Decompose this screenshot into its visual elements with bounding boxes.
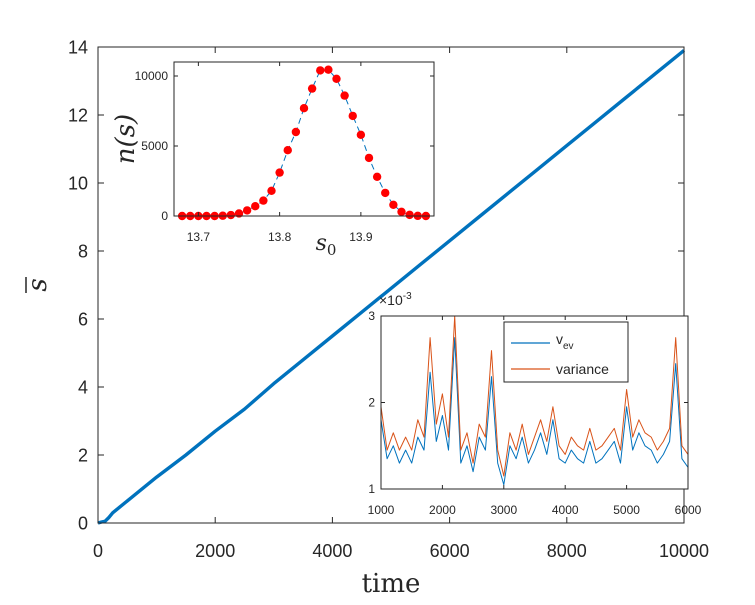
main-y-label: s <box>23 278 53 291</box>
inset-top-data-point <box>316 66 325 75</box>
main-series-line-0 <box>97 49 686 525</box>
inset-bottom-legend: vev variance <box>503 321 629 383</box>
inset-top-x-tick-label: 13.7 <box>187 230 211 244</box>
main-x-tick-label: 6000 <box>430 541 470 561</box>
inset-top-data-point <box>291 127 301 137</box>
main-x-tick-label: 2000 <box>195 541 235 561</box>
main-y-label-group: s <box>23 277 53 293</box>
inset-top-data-point <box>397 207 406 216</box>
inset-top-data-point <box>372 172 382 181</box>
inset-top-data-point <box>405 210 414 220</box>
main-y-tick-label: 0 <box>78 513 88 533</box>
main-x-tick-label: 8000 <box>547 541 587 561</box>
inset-top-axes-box <box>173 61 435 217</box>
inset-top-x-label-main: s <box>316 231 327 256</box>
inset-top-x-label: s0 <box>316 231 337 259</box>
inset-top-x-tick-label: 13.8 <box>268 230 292 244</box>
inset-top-data-point <box>381 188 390 198</box>
inset-top-data-point <box>267 186 276 195</box>
inset-top-data-point <box>389 200 398 209</box>
main-y-tick-label: 14 <box>68 37 88 57</box>
inset-top-x-tick-label: 13.9 <box>349 230 373 244</box>
main-y-tick-label: 10 <box>68 173 88 193</box>
svg-text:×10-3: ×10-3 <box>379 291 412 308</box>
inset-top-data-point <box>324 65 333 74</box>
inset-top-ticks: 13.7 13.8 13.9 0 5000 10000 <box>135 62 434 244</box>
legend-box <box>503 321 629 383</box>
inset-top-y-tick-label: 10000 <box>135 69 169 83</box>
inset-top-series <box>177 65 431 221</box>
main-x-label: time <box>362 569 421 599</box>
inset-top-data-point <box>348 111 357 121</box>
svg-text:s0: s0 <box>316 231 337 259</box>
inset-bottom-series-line-0 <box>380 337 689 486</box>
inset-top-y-tick-label: 5000 <box>141 139 168 153</box>
main-y-tick-label: 12 <box>68 105 88 125</box>
inset-bottom-y-tick-label: 1 <box>368 482 375 496</box>
inset-bottom-exponent-value: -3 <box>403 291 412 302</box>
inset-top-data-point <box>307 84 317 93</box>
main-series <box>97 49 686 525</box>
inset-top-data-point <box>299 104 309 113</box>
legend-label-v-ev: vev <box>556 331 574 352</box>
inset-bottom-x-tick-label: 3000 <box>490 503 517 517</box>
inset-bottom-y-tick-label: 3 <box>368 309 375 323</box>
inset-bottom-series <box>380 315 689 486</box>
inset-top-data-point <box>242 206 252 215</box>
inset-top-data-point <box>340 91 349 100</box>
main-y-tick-label: 2 <box>78 445 88 465</box>
inset-bottom-x-tick-label: 2000 <box>429 503 456 517</box>
inset-top-data-point <box>364 153 374 163</box>
inset-bottom-y-tick-label: 2 <box>368 396 375 410</box>
inset-bottom-x-tick-label: 1000 <box>368 503 395 517</box>
inset-top-data-point <box>226 210 236 220</box>
inset-bottom-exponent: ×10-3 <box>379 291 412 308</box>
inset-bottom-x-tick-label: 6000 <box>675 503 702 517</box>
inset-bottom-chart: 1000 2000 3000 4000 5000 6000 1 2 3 ×10-3 vev va… <box>368 291 702 517</box>
inset-top-data-point <box>283 146 292 155</box>
inset-bottom-x-tick-label: 4000 <box>552 503 579 517</box>
main-y-tick-label: 6 <box>78 309 88 329</box>
main-x-tick-label: 10000 <box>659 541 709 561</box>
inset-top-data-point <box>332 74 341 84</box>
main-y-tick-label: 4 <box>78 377 88 397</box>
legend-label-variance: variance <box>556 361 609 377</box>
main-x-tick-label: 0 <box>93 541 103 561</box>
inset-top-x-label-sub: 0 <box>327 241 337 259</box>
main-y-tick-label: 8 <box>78 241 88 261</box>
main-x-tick-label: 4000 <box>312 541 352 561</box>
inset-top-background <box>174 62 434 216</box>
inset-top-data-point <box>259 196 268 205</box>
inset-top-data-point <box>251 202 260 211</box>
inset-bottom-ticks: 1000 2000 3000 4000 5000 6000 1 2 3 <box>368 309 702 517</box>
inset-top-y-label: n(s) <box>111 114 141 164</box>
inset-top-y-tick-label: 0 <box>161 209 168 223</box>
inset-bottom-series-line-1 <box>380 315 689 477</box>
main-axes-box <box>97 46 685 524</box>
inset-top-data-point <box>275 168 284 177</box>
inset-top-data-point <box>356 130 366 139</box>
inset-bottom-x-tick-label: 5000 <box>613 503 640 517</box>
